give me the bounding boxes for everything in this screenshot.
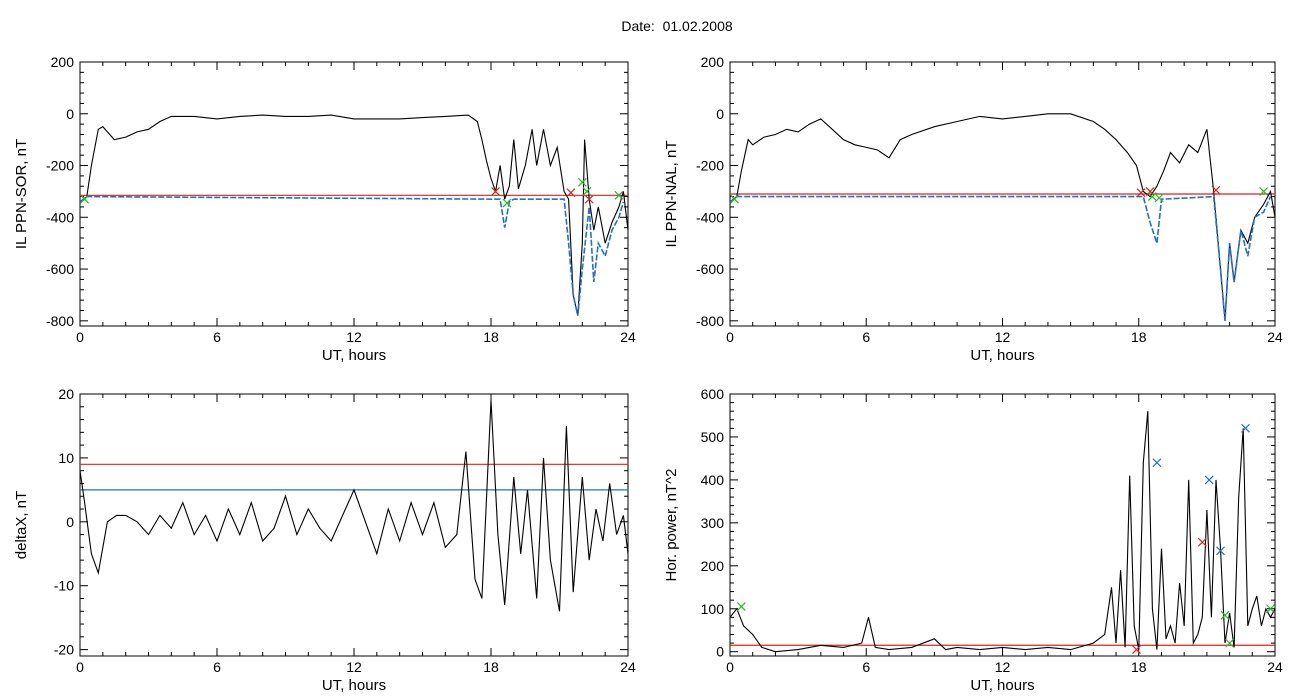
y-tick-label: 0 (66, 106, 74, 122)
y-tick-label: -400 (696, 209, 724, 225)
x-axis-label: UT, hours (322, 347, 386, 364)
y-tick-label: 200 (701, 558, 725, 574)
y-tick-label: -600 (46, 261, 74, 277)
x-tick-label: 6 (862, 329, 870, 345)
series-line-index (730, 113, 1275, 321)
series-line-index (80, 114, 628, 316)
y-tick-label: -400 (46, 209, 74, 225)
data-marker (582, 186, 592, 196)
data-marker (1225, 638, 1235, 648)
data-marker (1132, 645, 1141, 654)
y-tick-label: 200 (701, 54, 725, 70)
x-tick-label: 12 (995, 659, 1011, 675)
x-tick-label: 18 (483, 329, 499, 345)
y-tick-label: -10 (54, 578, 74, 594)
plot-frame-4 (729, 393, 1276, 657)
y-tick-label: -800 (696, 313, 724, 329)
y-tick-label: 0 (716, 644, 724, 660)
x-tick-label: 18 (483, 659, 499, 675)
y-tick-label: 100 (701, 601, 725, 617)
plot-frame-3 (79, 393, 629, 657)
data-marker (1241, 423, 1250, 433)
data-marker (491, 186, 500, 196)
x-tick-label: 18 (1131, 329, 1147, 345)
x-tick-label: 6 (213, 659, 221, 675)
y-tick-label: -200 (46, 158, 74, 174)
y-tick-label: -600 (696, 261, 724, 277)
data-marker (1216, 546, 1225, 556)
x-tick-label: 0 (726, 329, 734, 345)
x-tick-label: 0 (76, 329, 84, 345)
y-axis-label: IL PPN-NAL, nT (663, 141, 680, 248)
data-marker (1147, 192, 1157, 202)
data-marker (1136, 188, 1146, 198)
data-marker (1259, 186, 1269, 196)
y-tick-label: 0 (716, 106, 724, 122)
y-tick-label: 0 (66, 514, 74, 530)
page-title: Date: 01.02.2008 (621, 18, 733, 34)
series-line-deltaX (80, 400, 628, 612)
y-axis-label: deltaX, nT (13, 491, 30, 559)
y-tick-label: -800 (46, 313, 74, 329)
y-tick-label: -200 (696, 158, 724, 174)
x-tick-label: 18 (1131, 659, 1147, 675)
data-marker (80, 194, 89, 204)
x-axis-label: UT, hours (970, 677, 1034, 694)
data-marker (1152, 458, 1162, 468)
data-marker (1154, 193, 1164, 203)
data-marker (614, 190, 624, 200)
series-line-below-threshold (730, 195, 1272, 321)
x-tick-label: 0 (726, 659, 734, 675)
y-tick-label: 20 (58, 386, 74, 402)
x-tick-label: 24 (620, 659, 636, 675)
x-tick-label: 24 (1267, 329, 1283, 345)
y-tick-label: 200 (51, 54, 75, 70)
data-marker (584, 194, 594, 204)
data-marker (736, 602, 746, 612)
x-tick-label: 12 (346, 659, 362, 675)
y-tick-label: -20 (54, 642, 74, 658)
data-marker (1220, 610, 1230, 620)
y-tick-label: 10 (58, 450, 74, 466)
data-marker (1145, 186, 1155, 196)
x-tick-label: 6 (862, 659, 870, 675)
x-tick-label: 0 (76, 659, 84, 675)
data-marker (1204, 475, 1214, 485)
x-tick-label: 24 (620, 329, 636, 345)
y-axis-label: IL PPN-SOR, nT (13, 139, 30, 249)
data-marker (577, 177, 587, 187)
plot-frame-1 (79, 61, 629, 327)
y-tick-label: 500 (701, 429, 725, 445)
data-marker (566, 188, 576, 198)
y-tick-label: 600 (701, 386, 725, 402)
x-axis-label: UT, hours (970, 347, 1034, 364)
x-axis-label: UT, hours (322, 677, 386, 694)
y-tick-label: 400 (701, 472, 725, 488)
data-marker (1197, 537, 1207, 547)
data-marker (502, 198, 512, 208)
series-line-below-threshold (80, 195, 625, 316)
x-tick-label: 6 (213, 329, 221, 345)
y-tick-label: 300 (701, 515, 725, 531)
y-axis-label: Hor. power, nT^2 (663, 469, 680, 582)
series-line-power (730, 411, 1275, 653)
x-tick-label: 12 (995, 329, 1011, 345)
x-tick-label: 12 (346, 329, 362, 345)
data-marker (1211, 185, 1221, 195)
data-marker (730, 194, 739, 204)
x-tick-label: 24 (1267, 659, 1283, 675)
data-marker (1266, 604, 1275, 614)
